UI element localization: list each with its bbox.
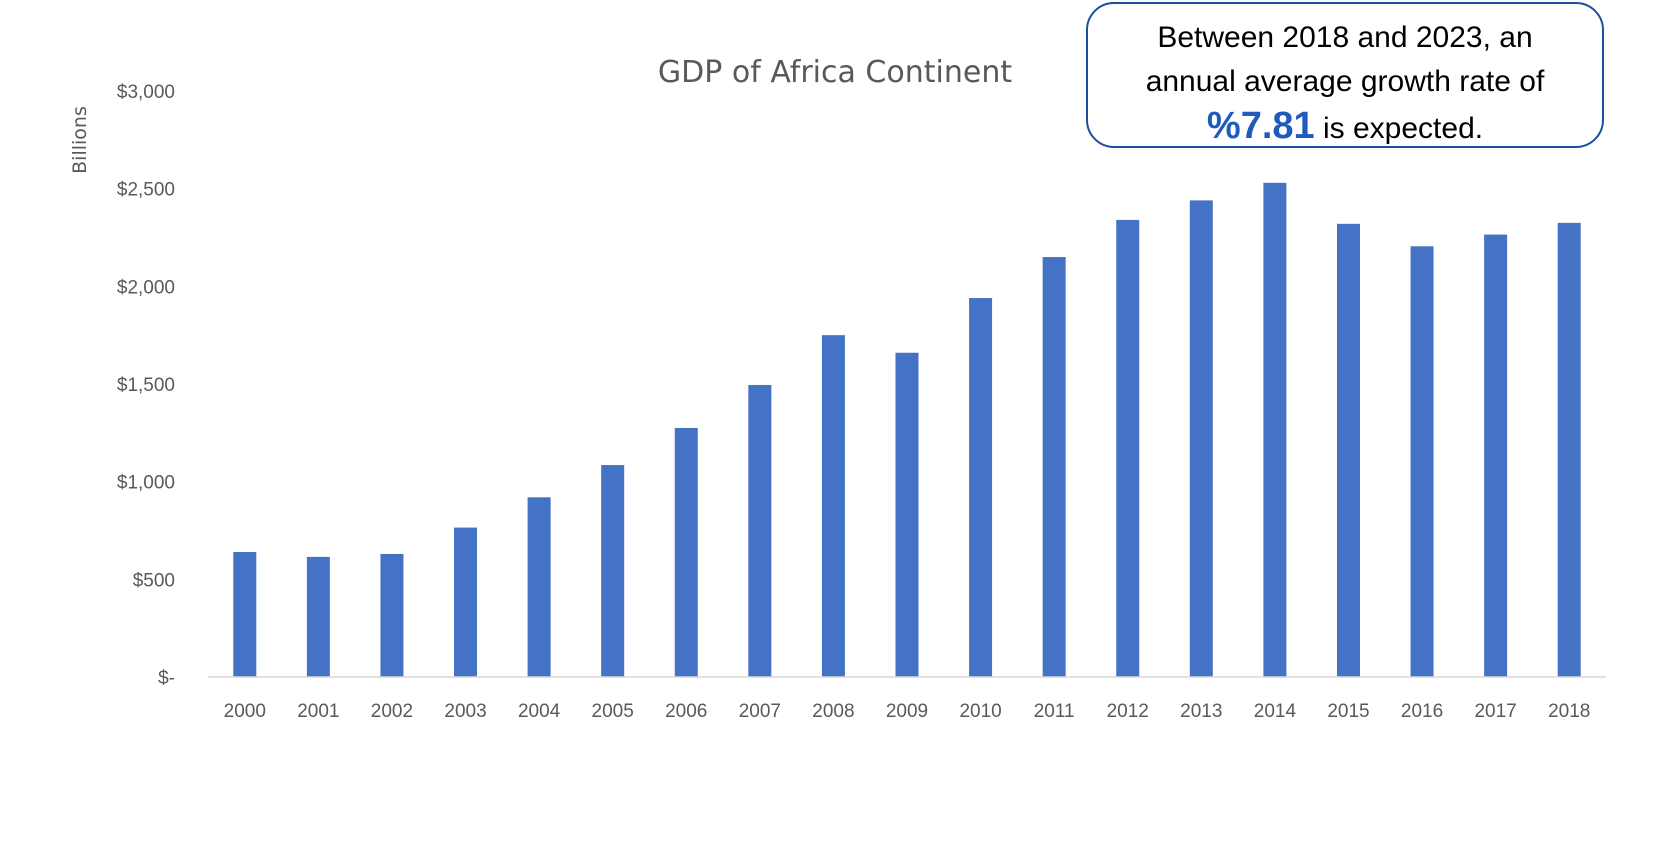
bar-2009 <box>895 352 919 677</box>
x-tick-label-2013: 2013 <box>1180 701 1222 722</box>
y-axis-ticks: $- $500 $1,000 $1,500 $2,000 $2,500 $3,000 <box>117 82 175 689</box>
bar-2004 <box>527 497 551 677</box>
bar-2010 <box>969 298 993 677</box>
x-tick-label-2001: 2001 <box>297 701 339 722</box>
x-tick-label-2003: 2003 <box>444 701 486 722</box>
x-tick-label-2015: 2015 <box>1327 701 1369 722</box>
bar-2012 <box>1116 219 1140 678</box>
x-tick-label-2017: 2017 <box>1474 701 1516 722</box>
x-tick-label-2014: 2014 <box>1254 701 1297 722</box>
bar-2013 <box>1189 200 1213 678</box>
bar-2006 <box>674 427 698 677</box>
y-tick-label: $1,500 <box>117 375 175 396</box>
x-tick-label-2018: 2018 <box>1548 701 1590 722</box>
x-tick-label-2002: 2002 <box>371 701 413 722</box>
bar-2016 <box>1410 246 1434 678</box>
bar-2007 <box>748 384 772 677</box>
callout-line-3: %7.81 is expected. <box>1088 104 1602 151</box>
bar-2003 <box>454 527 478 677</box>
chart-title: GDP of Africa Continent <box>658 55 1012 90</box>
x-tick-label-2007: 2007 <box>739 701 781 722</box>
x-tick-label-2012: 2012 <box>1107 701 1149 722</box>
bar-2008 <box>821 335 845 677</box>
bar-2000 <box>233 551 257 677</box>
y-tick-label: $500 <box>133 570 175 591</box>
bar-2017 <box>1484 234 1508 677</box>
x-tick-label-2008: 2008 <box>812 701 854 722</box>
callout-line-3-suffix: is expected. <box>1314 112 1484 145</box>
bar-2011 <box>1042 257 1066 677</box>
x-tick-label-2005: 2005 <box>592 701 634 722</box>
bar-2002 <box>380 553 404 677</box>
x-tick-label-2004: 2004 <box>518 701 561 722</box>
x-tick-label-2000: 2000 <box>224 701 266 722</box>
growth-rate-highlight: %7.81 <box>1206 105 1315 147</box>
callout-line-2: annual average growth rate of <box>1145 65 1545 98</box>
bar-2018 <box>1557 222 1581 677</box>
growth-callout: Between 2018 and 2023, an annual average… <box>1086 2 1604 148</box>
x-tick-label-2006: 2006 <box>665 701 707 722</box>
x-tick-label-2009: 2009 <box>886 701 928 722</box>
bar-2001 <box>306 556 330 677</box>
y-tick-label: $- <box>158 668 175 689</box>
y-axis-label: Billions <box>69 106 91 174</box>
callout-line-1: Between 2018 and 2023, an <box>1157 21 1533 54</box>
y-tick-label: $3,000 <box>117 82 175 103</box>
bars-group <box>233 182 1581 678</box>
bar-2014 <box>1263 182 1287 677</box>
x-tick-label-2011: 2011 <box>1034 701 1075 722</box>
x-tick-label-2010: 2010 <box>959 701 1001 722</box>
y-tick-label: $2,000 <box>117 277 175 298</box>
y-tick-label: $2,500 <box>117 180 175 201</box>
x-tick-label-2016: 2016 <box>1401 701 1443 722</box>
bar-2015 <box>1336 223 1360 677</box>
y-tick-label: $1,000 <box>117 473 175 494</box>
x-axis-ticks: 2000 2001 2002 2003 2004 2005 2006 2007 2008 2009… <box>224 701 1591 722</box>
bar-2005 <box>601 465 625 677</box>
